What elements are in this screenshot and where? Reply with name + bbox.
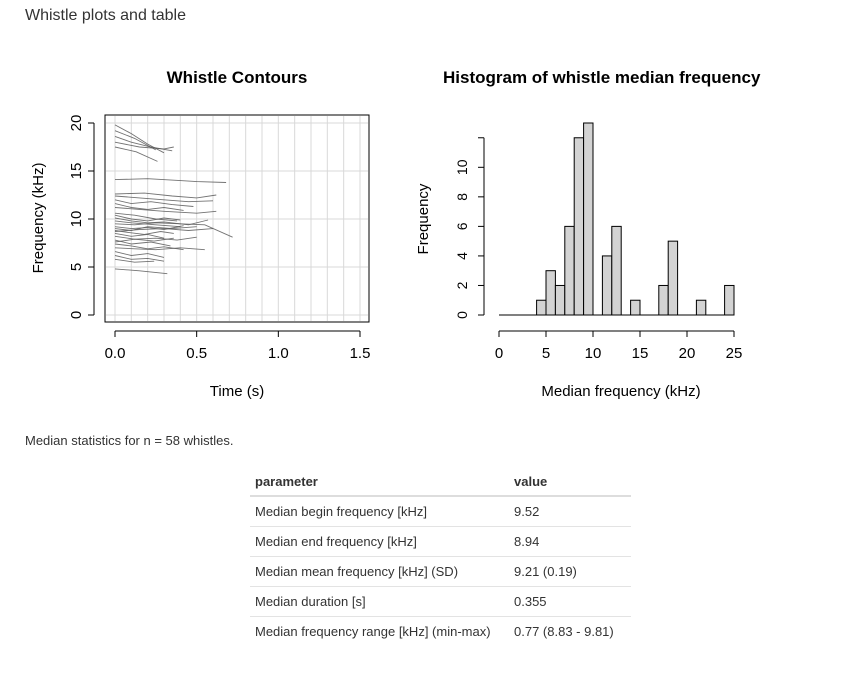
histogram-bar	[724, 284, 735, 316]
histogram-bar	[630, 299, 641, 316]
whistle-contour	[114, 235, 197, 241]
table-row: Median frequency range [kHz] (min-max) 0…	[250, 616, 631, 646]
histogram-title: Histogram of whistle median frequency	[443, 68, 761, 87]
whistle-contour	[114, 195, 214, 203]
row-value: 0.77 (8.83 - 9.81)	[509, 616, 631, 646]
whistle-contour	[114, 255, 165, 262]
x-tick-label: 0.0	[105, 345, 126, 362]
x-tick-label: 1.0	[268, 345, 289, 362]
row-value: 8.94	[509, 526, 631, 557]
row-value: 9.52	[509, 495, 631, 527]
histogram-xlabel: Median frequency (kHz)	[541, 383, 700, 400]
whistle-contour	[114, 192, 217, 199]
x-tick-label: 15	[632, 345, 649, 362]
x-tick-label: 5	[542, 345, 550, 362]
table-row: Median begin frequency [kHz] 9.52	[250, 495, 631, 527]
histogram-title-clip	[793, 60, 851, 95]
y-tick-label: 5	[68, 263, 85, 271]
whistle-contour	[114, 212, 178, 222]
y-tick-label: 0	[454, 311, 470, 319]
x-tick-label: 0.5	[186, 345, 207, 362]
page-heading: Whistle plots and table	[25, 7, 186, 24]
row-parameter: Median mean frequency [kHz] (SD)	[250, 556, 509, 587]
whistle-contour	[114, 251, 165, 258]
x-tick-label: 25	[726, 345, 743, 362]
whistle-contour	[114, 258, 155, 263]
y-tick-label: 20	[68, 115, 85, 132]
y-tick-label: 8	[454, 193, 470, 201]
whistle-contour	[114, 239, 171, 247]
contours-plot-frame	[104, 114, 370, 323]
whistle-contour	[114, 141, 174, 150]
table-row: Median end frequency [kHz] 8.94	[250, 526, 631, 557]
row-parameter: Median duration [s]	[250, 586, 509, 617]
x-tick-label: 20	[679, 345, 696, 362]
histogram-bar	[667, 240, 679, 316]
whistle-contour	[114, 232, 165, 239]
contours-lines	[114, 124, 233, 275]
whistle-contour	[114, 268, 168, 275]
y-tick-label: 10	[454, 159, 470, 175]
y-tick-label: 4	[454, 252, 470, 260]
histogram-bar	[695, 299, 707, 316]
histogram-bar	[545, 270, 556, 316]
table-row: Median mean frequency [kHz] (SD) 9.21 (0…	[250, 556, 631, 587]
contours-xlabel: Time (s)	[210, 383, 264, 400]
histogram-bar	[573, 137, 585, 316]
row-value: 0.355	[509, 586, 631, 617]
whistle-contour	[114, 207, 217, 214]
y-tick-label: 0	[68, 311, 85, 319]
whistle-contour	[114, 203, 184, 211]
histogram-axes: 0 5 10 15 20 25 0 2 4 6 8 10	[454, 137, 743, 362]
whistle-contour	[114, 199, 194, 207]
histogram-bar	[583, 122, 594, 316]
row-value: 9.21 (0.19)	[509, 556, 631, 587]
table-row: Median duration [s] 0.355	[250, 586, 631, 617]
y-tick-label: 6	[454, 222, 470, 230]
row-parameter: Median end frequency [kHz]	[250, 526, 509, 557]
histogram-bar	[611, 225, 622, 316]
row-parameter: Median frequency range [kHz] (min-max)	[250, 616, 509, 646]
whistle-contour	[114, 214, 181, 222]
histogram-bar	[554, 284, 566, 316]
whistle-contour	[114, 237, 174, 243]
whistle-contour	[114, 178, 227, 183]
y-tick-label: 10	[68, 211, 85, 228]
stats-caption: Median statistics for n = 58 whistles.	[25, 433, 234, 448]
x-tick-label: 0	[495, 345, 503, 362]
y-tick-label: 15	[68, 163, 85, 180]
header-value: value	[509, 468, 631, 497]
contours-title: Whistle Contours	[167, 68, 308, 87]
y-tick-label: 2	[454, 281, 470, 289]
row-parameter: Median begin frequency [kHz]	[250, 495, 509, 527]
stats-table: parameter value Median begin frequency […	[250, 468, 631, 646]
whistle-contour	[114, 220, 181, 228]
whistle-contour	[114, 222, 233, 238]
contours-ylabel: Frequency (kHz)	[30, 163, 47, 274]
histogram-bars	[499, 122, 735, 316]
histogram-bar	[658, 284, 669, 316]
contours-axes: 0.0 0.5 1.0 1.5 0 5 10 15 20	[68, 115, 370, 362]
histogram-ylabel: Frequency	[415, 183, 432, 254]
whistle-contour	[114, 146, 158, 162]
whistle-contour	[114, 226, 197, 231]
whistle-contour	[114, 247, 205, 251]
x-tick-label: 10	[585, 345, 602, 362]
x-tick-label: 1.5	[350, 345, 371, 362]
whistle-contour	[114, 228, 214, 232]
histogram-bar	[564, 225, 575, 316]
histogram-bar	[536, 299, 547, 316]
header-parameter: parameter	[250, 468, 509, 497]
table-header-row: parameter value	[250, 468, 631, 497]
histogram-bar	[601, 255, 613, 316]
contours-grid	[106, 116, 368, 321]
whistle-contour	[114, 243, 184, 251]
